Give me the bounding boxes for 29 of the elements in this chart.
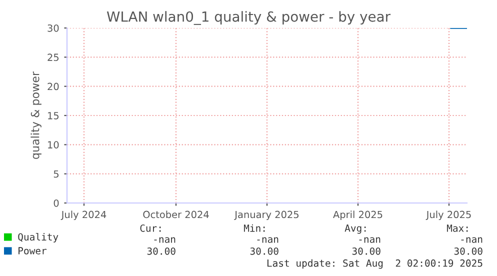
text: 30.00 (147, 247, 176, 255)
y-axis-title: quality & power (30, 71, 42, 159)
x-tick-label: January 2025 (234, 210, 298, 220)
y-tick-label: 5 (54, 170, 59, 178)
text: Avg: (344, 224, 366, 234)
text: -nan (359, 237, 380, 243)
text: Max: (446, 224, 468, 232)
x-tick-label: July 2025 (426, 210, 471, 220)
y-tick-label: 0 (54, 199, 59, 207)
text: Min: (244, 224, 265, 232)
text: 30.00 (454, 247, 482, 255)
text: 30.00 (352, 247, 380, 255)
y-tick-label: 25 (48, 54, 59, 61)
x-tick-label: July 2024 (60, 210, 106, 220)
x-tick-label: April 2025 (333, 210, 382, 220)
text: -nan (154, 237, 176, 243)
legend-label: Power (18, 247, 47, 254)
y-tick-label: 30 (48, 24, 59, 32)
text: Last update: Sat Aug 2 02:00:19 2025 (267, 259, 482, 269)
chart-title: WLAN wlan0_1 quality & power - by year (106, 11, 391, 25)
y-tick-label: 15 (48, 112, 59, 120)
x-tick-label: October 2024 (143, 210, 209, 218)
text: 30.00 (250, 247, 278, 255)
legend-label: Quality (18, 233, 58, 242)
text: -nan (461, 237, 482, 243)
y-tick-label: 10 (48, 141, 59, 148)
text: -nan (257, 237, 278, 243)
text: Cur: (140, 224, 161, 232)
y-tick-label: 20 (48, 82, 59, 90)
